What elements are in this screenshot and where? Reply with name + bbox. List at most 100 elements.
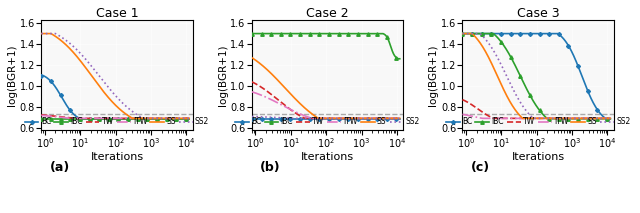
SS2 — [517, 102, 525, 105]
IBC — [145, 118, 153, 120]
ITW — [476, 117, 484, 119]
IBC — [476, 32, 484, 35]
Line: SS: SS — [463, 34, 611, 118]
IBC — [186, 118, 193, 120]
SS2 — [459, 32, 467, 35]
TW — [131, 117, 139, 120]
BC — [355, 118, 363, 120]
ITW — [518, 117, 525, 120]
IBC — [131, 118, 138, 120]
ITW — [68, 117, 76, 120]
IBC — [607, 118, 614, 120]
SS — [566, 117, 574, 120]
Line: ITW: ITW — [463, 114, 611, 118]
BC — [565, 46, 573, 48]
SS2 — [186, 117, 193, 120]
SS2 — [566, 117, 573, 120]
Text: (c): (c) — [471, 161, 490, 174]
SS2 — [476, 33, 484, 35]
SS — [55, 38, 63, 40]
BC — [307, 118, 314, 120]
ITW — [396, 117, 404, 120]
SS — [507, 102, 515, 104]
IBC — [459, 32, 467, 35]
TW — [38, 114, 45, 116]
BC — [396, 118, 404, 120]
ITW — [566, 117, 573, 120]
TW — [355, 117, 363, 120]
SS2 — [266, 116, 273, 118]
IBC — [248, 32, 256, 35]
SS — [355, 117, 363, 120]
SS2 — [355, 117, 363, 120]
IBC — [341, 32, 349, 35]
SS2 — [566, 117, 574, 120]
BC — [552, 32, 559, 35]
Line: BC: BC — [250, 117, 401, 120]
SS — [96, 86, 104, 88]
SS — [145, 117, 152, 120]
IBC — [355, 32, 363, 35]
TW — [459, 98, 467, 101]
TW — [145, 117, 153, 120]
IBC — [55, 118, 63, 120]
Line: IBC: IBC — [250, 32, 401, 60]
TW — [507, 117, 515, 120]
TW — [566, 117, 573, 120]
SS2 — [607, 117, 614, 120]
X-axis label: Iterations: Iterations — [511, 151, 564, 161]
Title: Case 1: Case 1 — [95, 7, 138, 20]
SS — [607, 117, 614, 120]
TW — [186, 117, 193, 120]
Title: Case 3: Case 3 — [516, 7, 559, 20]
BC — [97, 118, 104, 120]
TW — [86, 117, 93, 120]
Line: SS: SS — [42, 34, 189, 118]
BC — [566, 47, 573, 49]
SS — [459, 32, 467, 35]
TW — [476, 109, 484, 112]
ITW — [308, 117, 316, 120]
BC — [248, 118, 256, 120]
Line: SS2: SS2 — [463, 34, 611, 118]
IBC — [544, 118, 552, 120]
BC — [76, 118, 84, 120]
Line: TW: TW — [463, 100, 611, 118]
SS — [38, 32, 45, 35]
TW — [266, 92, 273, 94]
ITW — [356, 117, 364, 120]
SS2 — [131, 112, 138, 114]
Line: TW: TW — [42, 115, 189, 118]
SS2 — [507, 83, 515, 86]
ITW — [131, 117, 139, 120]
IBC — [395, 58, 403, 60]
TW — [566, 117, 574, 120]
IBC — [396, 58, 404, 60]
Line: SS2: SS2 — [252, 117, 400, 118]
TW — [307, 117, 315, 120]
BC — [145, 118, 152, 120]
SS2 — [96, 75, 104, 78]
SS — [396, 117, 404, 120]
TW — [55, 115, 63, 118]
SS — [519, 117, 527, 120]
ITW — [145, 117, 152, 120]
Legend: BC, IBC, TW, ITW, SS, SS2: BC, IBC, TW, ITW, SS, SS2 — [25, 117, 209, 126]
SS — [86, 72, 93, 74]
Title: Case 2: Case 2 — [306, 7, 349, 20]
IBC — [144, 118, 152, 120]
BC — [55, 92, 63, 94]
BC — [459, 32, 467, 35]
ITW — [266, 98, 273, 100]
ITW — [86, 117, 93, 120]
Legend: BC, IBC, TW, ITW, SS, SS2: BC, IBC, TW, ITW, SS, SS2 — [236, 117, 420, 126]
IBC — [507, 55, 515, 58]
SS — [356, 117, 364, 120]
TW — [490, 117, 497, 120]
BC — [266, 118, 273, 120]
SS — [248, 56, 256, 59]
TW — [396, 117, 404, 120]
BC — [86, 118, 93, 120]
SS2 — [248, 115, 256, 118]
SS2 — [552, 117, 559, 120]
